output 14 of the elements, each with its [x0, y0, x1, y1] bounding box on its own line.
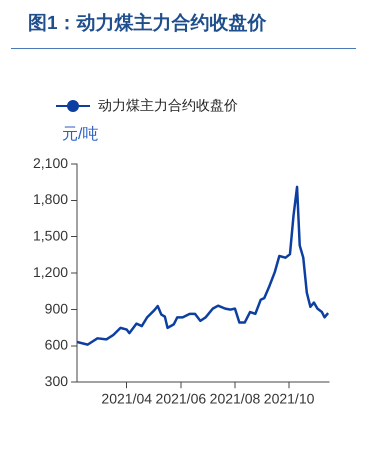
y-tick-label: 1,500: [32, 228, 68, 244]
x-tick-label: 2021/10: [264, 390, 315, 406]
x-tick-label: 2021/06: [156, 390, 206, 406]
y-tick-label: 600: [44, 336, 68, 353]
y-tick-label: 2,100: [32, 154, 68, 171]
y-tick-label: 1,200: [32, 264, 68, 280]
legend-label: 动力煤主力合约收盘价: [98, 97, 238, 115]
x-tick-label: 2021/08: [210, 390, 260, 406]
x-tick-label: 2021/04: [101, 390, 152, 406]
y-axis-title: 元/吨: [62, 124, 98, 145]
y-tick-label: 300: [44, 373, 68, 390]
y-tick-label: 1,800: [32, 191, 68, 208]
y-tick-label: 900: [44, 300, 68, 316]
chart-title: 图1：动力煤主力合约收盘价: [28, 12, 267, 36]
